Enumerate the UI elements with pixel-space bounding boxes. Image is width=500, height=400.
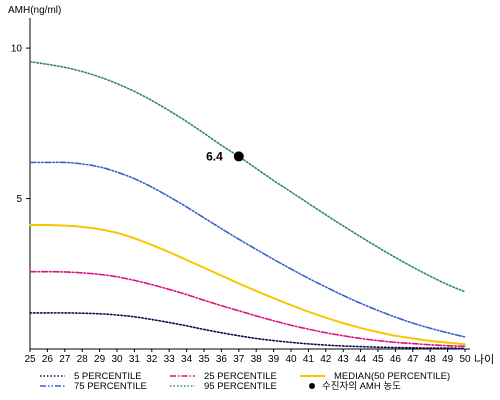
y-ticks: 5 10 (11, 44, 30, 205)
y-tick-label: 5 (16, 194, 22, 205)
x-tick-label: 46 (390, 354, 402, 365)
legend-label: MEDIAN(50 PERCENTILE) (334, 371, 450, 382)
x-tick-label: 36 (216, 354, 228, 365)
series-line-median-50-percentile (29, 223, 466, 346)
series-line-25-percentile (29, 270, 466, 348)
x-tick-label: 25 (24, 354, 36, 365)
x-tick-label: 32 (146, 354, 158, 365)
legend-label: 95 PERCENTILE (204, 381, 277, 392)
x-tick-label: 47 (407, 354, 419, 365)
x-tick-label: 45 (372, 354, 384, 365)
x-tick-label: 26 (42, 354, 54, 365)
legend-marker-label: 수진자의 AMH 농도 (322, 381, 401, 392)
y-axis-label: AMH(ng/ml) (8, 5, 61, 16)
y-tick-label: 10 (11, 44, 23, 55)
series-line-75-percentile (29, 161, 466, 338)
x-tick-label: 37 (233, 354, 245, 365)
x-tick-label: 50 (459, 354, 471, 365)
x-tick-label: 33 (164, 354, 176, 365)
series-line-5-percentile (29, 312, 466, 350)
legend-label: 25 PERCENTILE (204, 371, 277, 382)
x-tick-label: 30 (111, 354, 123, 365)
x-tick-label: 28 (77, 354, 89, 365)
x-tick-label: 40 (285, 354, 297, 365)
series-line-95-percentile (29, 60, 466, 293)
x-axis-label: 나이 (474, 353, 494, 366)
legend: 5 PERCENTILE 25 PERCENTILE MEDIAN(50 PERCE… (40, 371, 450, 392)
legend-label: 5 PERCENTILE (74, 371, 142, 382)
marker-group: 6.4 (206, 149, 244, 163)
x-ticks: 25 26 27 28 29 30 31 32 33 34 35 36 37 38 39 40 41 42 43 44… (24, 349, 471, 365)
x-tick-label: 49 (442, 354, 454, 365)
x-tick-label: 38 (251, 354, 263, 365)
x-tick-label: 39 (268, 354, 280, 365)
x-tick-label: 43 (338, 354, 350, 365)
x-tick-label: 34 (181, 354, 193, 365)
patient-marker-label: 6.4 (206, 149, 223, 163)
patient-marker-point (233, 151, 244, 162)
axes (29, 18, 470, 350)
legend-label: 75 PERCENTILE (74, 381, 147, 392)
legend-marker-swatch (309, 383, 315, 389)
x-tick-label: 35 (198, 354, 210, 365)
x-tick-label: 41 (303, 354, 315, 365)
x-tick-label: 44 (355, 354, 367, 365)
x-tick-label: 29 (94, 354, 106, 365)
x-tick-label: 31 (129, 354, 141, 365)
x-tick-label: 27 (59, 354, 71, 365)
x-tick-label: 42 (320, 354, 332, 365)
series-lines (29, 60, 466, 350)
x-tick-label: 48 (425, 354, 437, 365)
